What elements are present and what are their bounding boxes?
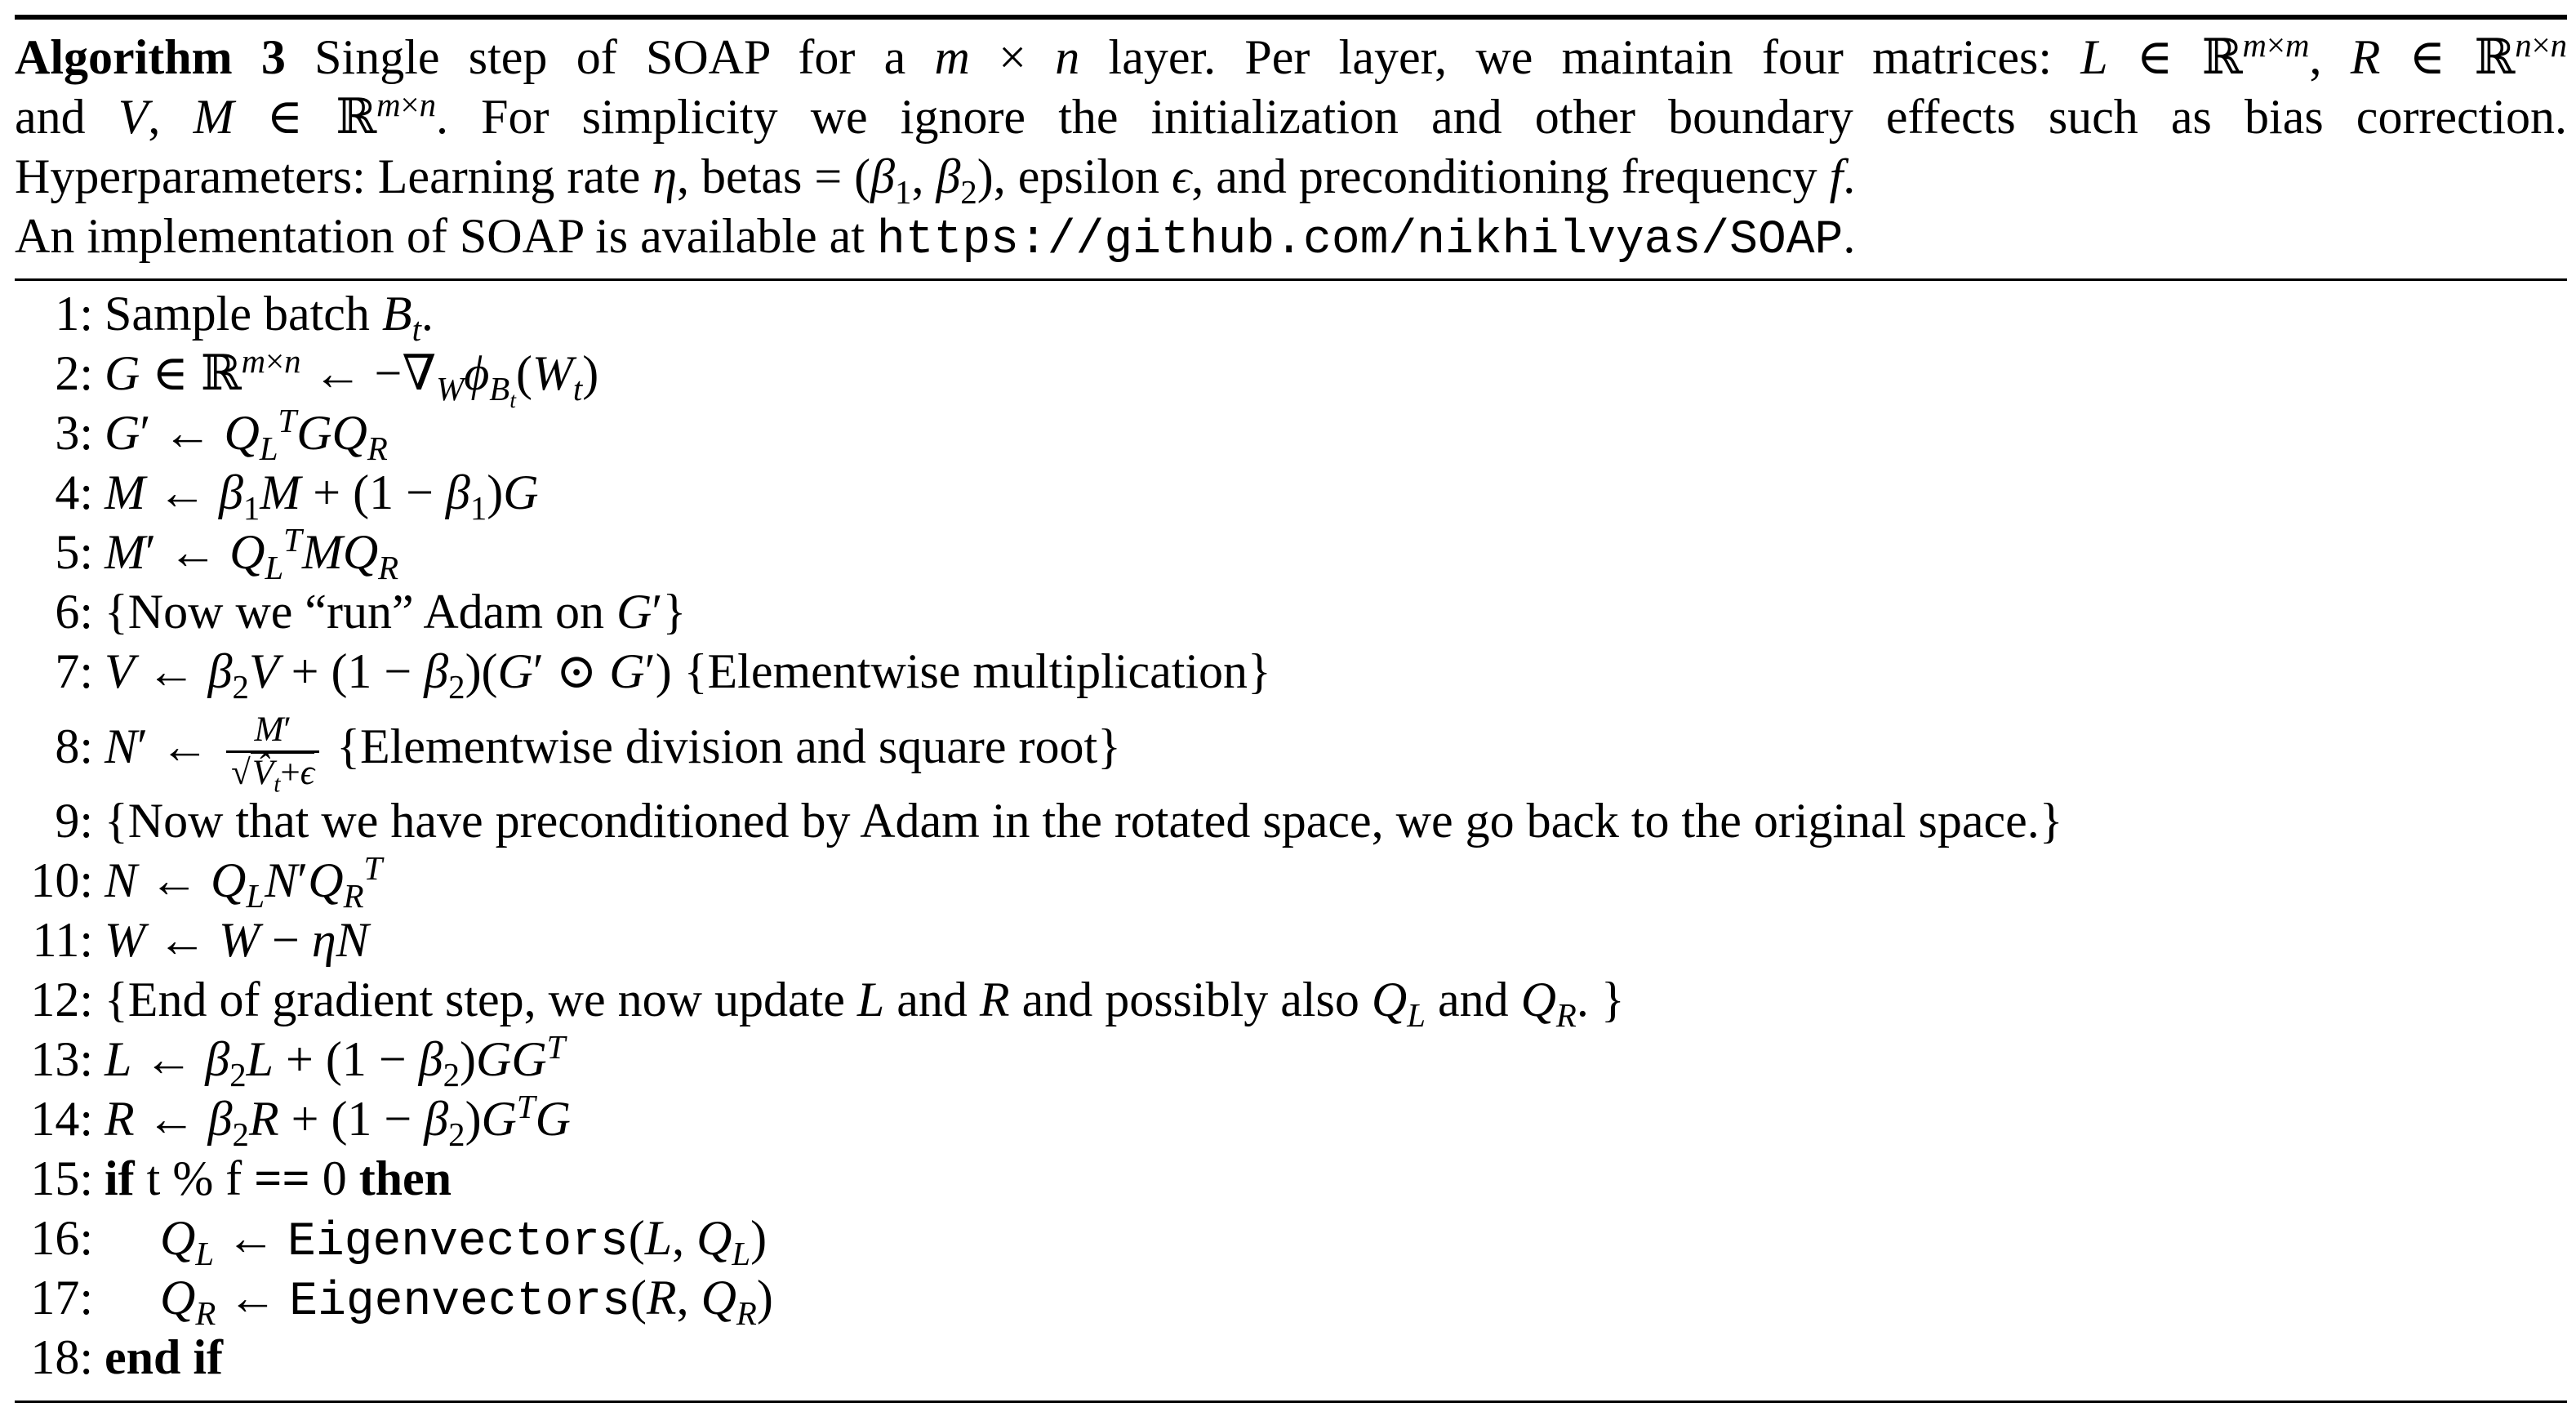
line-number: 3: (55, 406, 93, 460)
top-rule (15, 15, 2567, 20)
step-3: 3: G′ ← QLTGQR (15, 403, 2567, 467)
step-text: W ← W − ηN (105, 913, 369, 967)
line-number: 11: (32, 913, 93, 967)
step-text: V ← β2V + (1 − β2)(G′ ⊙ G′) {Elementwise… (105, 644, 1271, 706)
line-number: 15: (30, 1151, 93, 1205)
line-number: 7: (55, 644, 93, 698)
step-text: M ← β1M + (1 − β1)G (105, 465, 539, 527)
step-8: 8: N′ ← M′ √V̂t+ϵ {Elementwise division a… (15, 701, 2567, 798)
step-text: L ← β2L + (1 − β2)GGT (105, 1029, 566, 1093)
line-number: 16: (30, 1211, 93, 1265)
caption-line-3: Hyperparameters: Learning rate η, betas … (15, 149, 1856, 211)
line-number: 4: (55, 465, 93, 519)
step-9: 9: {Now that we have preconditioned by A… (15, 791, 2567, 851)
bottom-rule (15, 1401, 2567, 1403)
line-number: 2: (55, 346, 93, 400)
step-text: M′ ← QLTMQR (105, 522, 399, 586)
step-1: 1: Sample batch Bt. (15, 284, 2567, 348)
step-12: 12: {End of gradient step, we now update… (15, 970, 2567, 1034)
step-16: 16: QL ← Eigenvectors(L, QL) (15, 1209, 2567, 1271)
repository-link[interactable]: https://github.com/nikhilvyas/SOAP (876, 214, 1844, 267)
line-number: 1: (55, 287, 93, 341)
line-number: 13: (30, 1032, 93, 1086)
step-15: 15: if t % f == 0 then (15, 1149, 2567, 1209)
step-text: QR ← Eigenvectors(R, QR) (160, 1271, 773, 1332)
step-11: 11: W ← W − ηN (15, 911, 2567, 970)
line-number: 18: (30, 1330, 93, 1384)
line-number: 8: (55, 719, 93, 773)
algorithm-steps: 1: Sample batch Bt. 2: G ∈ ℝm×n ← −∇WϕBt… (15, 281, 2567, 1387)
step-13: 13: L ← β2L + (1 − β2)GGT (15, 1029, 2567, 1093)
middle-rule (15, 278, 2567, 281)
caption-line-2: and V, M ∈ ℝm×n. For simplicity we ignor… (15, 87, 2568, 144)
step-2: 2: G ∈ ℝm×n ← −∇WϕBt(Wt) (15, 343, 2567, 414)
step-text: R ← β2R + (1 − β2)GTG (105, 1089, 571, 1153)
step-text: if t % f == 0 then (105, 1151, 452, 1205)
step-text: {End of gradient step, we now update L a… (105, 973, 1625, 1034)
step-text: QL ← Eigenvectors(L, QL) (160, 1211, 767, 1272)
step-6: 6: {Now we “run” Adam on G′} (15, 582, 2567, 642)
step-text: N′ ← M′ √V̂t+ϵ {Elementwise division and … (105, 710, 1121, 798)
algorithm-label: Algorithm 3 (15, 30, 286, 84)
algorithm-block: Algorithm 3 Single step of SOAP for a m … (15, 15, 2567, 1403)
caption-period: . (1843, 209, 1856, 263)
step-4: 4: M ← β1M + (1 − β1)G (15, 463, 2567, 527)
step-5: 5: M′ ← QLTMQR (15, 522, 2567, 586)
line-number: 5: (55, 525, 93, 579)
step-text: end if (105, 1330, 224, 1384)
line-number: 14: (30, 1092, 93, 1146)
step-text: N ← QLN′QRT (105, 850, 383, 915)
step-text: Sample batch Bt. (105, 287, 434, 348)
step-14: 14: R ← β2R + (1 − β2)GTG (15, 1089, 2567, 1153)
line-number: 10: (30, 853, 93, 907)
fraction: M′ √V̂t+ϵ (226, 710, 320, 796)
step-text: G′ ← QLTGQR (105, 403, 388, 467)
implementation-text: An implementation of SOAP is available a… (15, 209, 877, 263)
algorithm-caption: Algorithm 3 Single step of SOAP for a m … (15, 20, 2567, 270)
line-number: 12: (30, 973, 93, 1026)
caption-line-4: An implementation of SOAP is available a… (15, 207, 2567, 270)
step-text: G ∈ ℝm×n ← −∇WϕBt(Wt) (105, 343, 599, 414)
step-7: 7: V ← β2V + (1 − β2)(G′ ⊙ G′) {Elementw… (15, 642, 2567, 706)
step-18: 18: end if (15, 1328, 2567, 1387)
step-10: 10: N ← QLN′QRT (15, 850, 2567, 915)
step-17: 17: QR ← Eigenvectors(R, QR) (15, 1268, 2567, 1330)
step-text: {Now that we have preconditioned by Adam… (105, 794, 2063, 848)
line-number: 17: (30, 1271, 93, 1325)
caption-line-1: Algorithm 3 Single step of SOAP for a m … (15, 27, 2568, 84)
line-number: 9: (55, 794, 93, 848)
line-number: 6: (55, 585, 93, 639)
step-text: {Now we “run” Adam on G′} (105, 585, 687, 639)
